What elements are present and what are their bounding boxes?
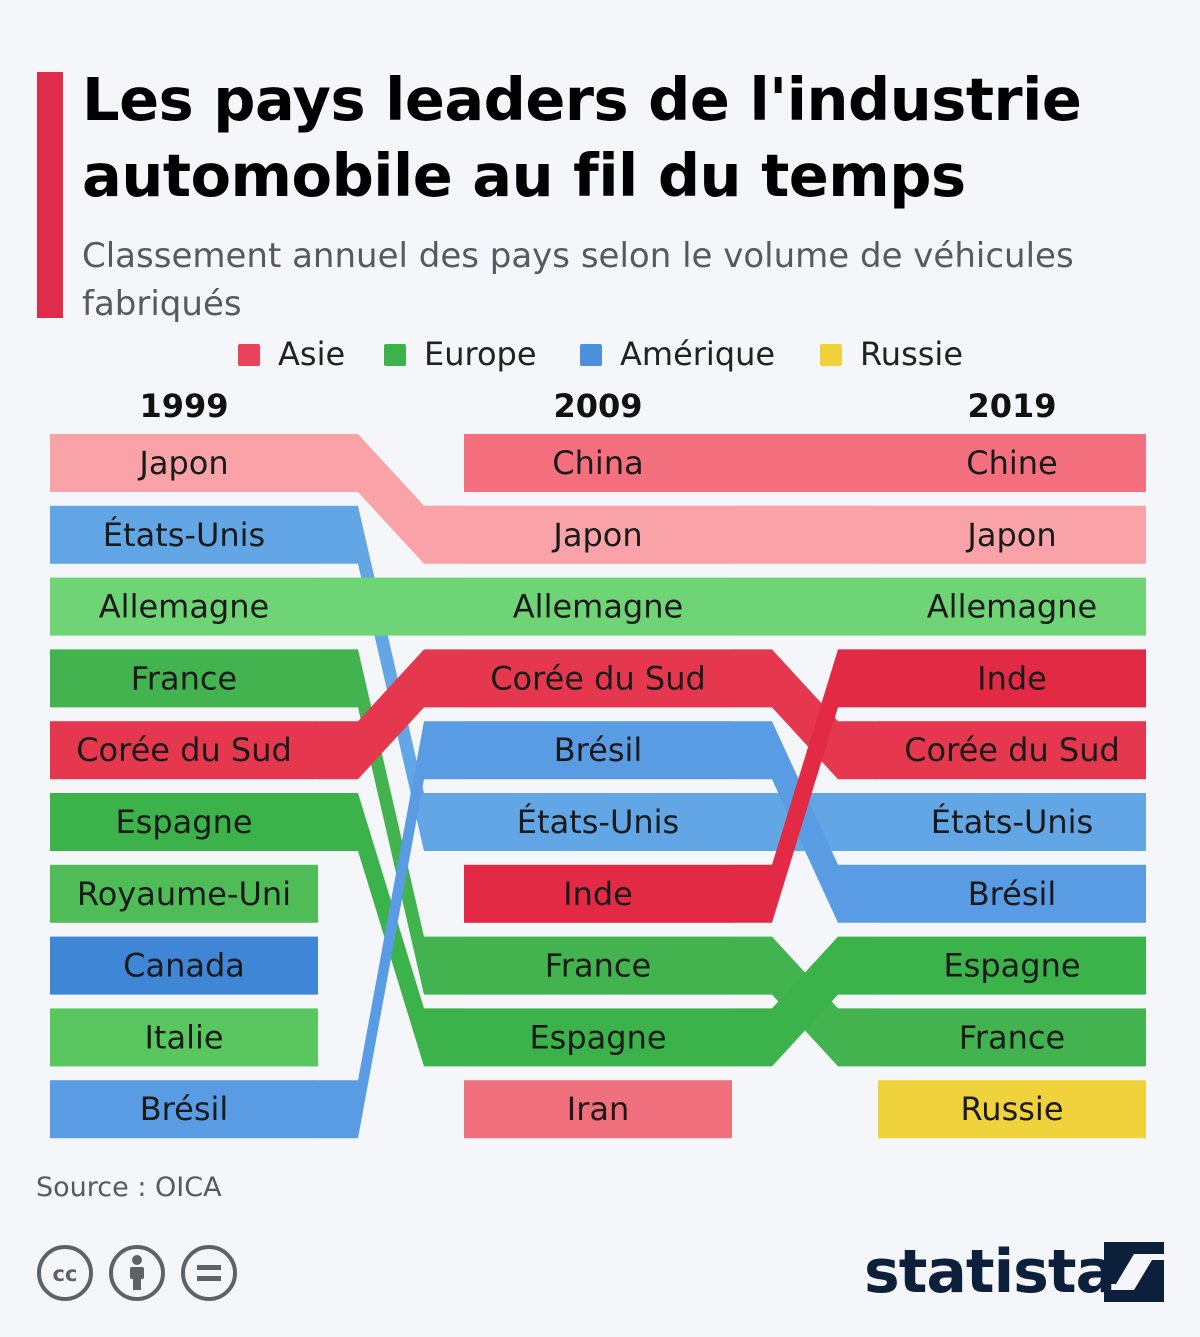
label-1999-italie: Italie: [144, 1018, 223, 1056]
bar-2009-iran: [464, 1080, 732, 1139]
flow-france-1999-2009: [318, 649, 464, 995]
bar-1999-italie: [50, 1008, 318, 1067]
chart-subtitle: Classement annuel des pays selon le volu…: [82, 236, 1074, 324]
bar-2019-chine: [878, 434, 1146, 492]
bar-1999-japon: [50, 434, 318, 492]
label-2009-etats-unis: États-Unis: [517, 803, 679, 841]
svg-text:cc: cc: [53, 1262, 78, 1286]
bar-2009-bresil: [464, 721, 732, 780]
bar-2009-espagne: [464, 1008, 732, 1067]
flow-espagne-2009-2019: [732, 936, 878, 1067]
bar-2009-allemagne: [464, 577, 732, 636]
legend-swatch-amerique: [580, 344, 602, 366]
bar-1999-coree-du-sud: [50, 721, 318, 780]
flow-etats-unis-1999-2009: [318, 505, 464, 851]
bar-1999-allemagne: [50, 577, 318, 636]
bar-2019-france: [878, 1008, 1146, 1067]
legend-swatch-russie: [820, 344, 842, 366]
bar-1999-royaume-uni: [50, 864, 318, 923]
label-2009-allemagne: Allemagne: [513, 588, 683, 626]
legend: Asie Europe Amérique Russie: [0, 334, 1200, 374]
legend-swatch-asie: [238, 344, 260, 366]
label-1999-canada: Canada: [123, 947, 245, 985]
label-2019-etats-unis: États-Unis: [931, 803, 1093, 841]
flow-chine-2009-2019: [732, 434, 878, 492]
bar-2019-inde: [878, 649, 1146, 708]
bar-2019-espagne: [878, 936, 1146, 995]
label-2019-chine: Chine: [966, 444, 1057, 482]
year-label-2019: 2019: [967, 387, 1057, 425]
bar-2019-etats-unis: [878, 793, 1146, 851]
no-derivatives-icon: [181, 1245, 237, 1301]
legend-label-europe: Europe: [424, 335, 537, 373]
label-1999-bresil: Brésil: [140, 1090, 229, 1128]
bar-2009-japon: [464, 505, 732, 564]
label-1999-etats-unis: États-Unis: [103, 516, 265, 554]
label-2009-espagne: Espagne: [529, 1018, 666, 1056]
bar-2009-china: [464, 434, 732, 492]
legend-swatch-europe: [384, 344, 406, 366]
label-2009-france: France: [545, 947, 651, 985]
bar-1999-espagne: [50, 793, 318, 851]
title-accent-bar: [37, 72, 63, 318]
bar-2009-france: [464, 936, 732, 995]
attribution-icon: [109, 1245, 165, 1301]
label-2019-inde: Inde: [977, 659, 1047, 697]
label-2009-inde: Inde: [563, 875, 633, 913]
label-2009-japon: Japon: [551, 516, 642, 554]
year-label-1999: 1999: [139, 387, 229, 425]
label-1999-espagne: Espagne: [115, 803, 252, 841]
bar-2019-japon: [878, 505, 1146, 564]
flow-coree-du-sud-1999-2009: [318, 649, 464, 780]
bar-2009-coree-du-sud: [464, 649, 732, 708]
statista-mark-icon: [1104, 1242, 1164, 1302]
bar-2009-inde: [464, 864, 732, 923]
flow-coree-du-sud-2009-2019: [732, 649, 878, 780]
flow-allemagne-2009-2019: [732, 577, 878, 636]
bar-2019-allemagne: [878, 577, 1146, 636]
label-2019-coree-du-sud: Corée du Sud: [904, 731, 1120, 769]
flow-allemagne-1999-2009: [318, 577, 464, 636]
label-2009-iran: Iran: [567, 1090, 629, 1128]
flow-japon-1999-2009: [318, 434, 464, 564]
year-label-2009: 2009: [553, 387, 643, 425]
flow-bresil-1999-2009: [318, 721, 464, 1139]
bar-2009-etats-unis: [464, 793, 732, 851]
label-1999-coree-du-sud: Corée du Sud: [76, 731, 292, 769]
label-2019-espagne: Espagne: [943, 947, 1080, 985]
label-2019-japon: Japon: [965, 516, 1056, 554]
brand-wordmark: statista: [864, 1237, 1116, 1307]
chart-title: Les pays leaders de l'industrie automobi…: [82, 65, 1082, 210]
label-1999-france: France: [131, 659, 237, 697]
flow-japon-2009-2019: [732, 505, 878, 564]
label-1999-allemagne: Allemagne: [99, 588, 269, 626]
legend-label-asie: Asie: [278, 335, 346, 373]
cc-icon: cc: [37, 1245, 93, 1301]
label-1999-japon: Japon: [137, 444, 228, 482]
label-1999-royaume-uni: Royaume-Uni: [77, 875, 291, 913]
label-2009-coree-du-sud: Corée du Sud: [490, 659, 706, 697]
flow-inde-2009-2019: [732, 649, 878, 923]
legend-label-amerique: Amérique: [620, 335, 776, 373]
bar-1999-france: [50, 649, 318, 708]
bar-1999-bresil: [50, 1080, 318, 1139]
source-note: Source : OICA: [36, 1172, 222, 1203]
label-2019-france: France: [959, 1018, 1065, 1056]
label-2009-china: China: [552, 444, 643, 482]
flow-bresil-2009-2019: [732, 721, 878, 923]
bar-2019-russie: [878, 1080, 1146, 1139]
label-2009-bresil: Brésil: [554, 731, 643, 769]
label-2019-russie: Russie: [961, 1090, 1064, 1128]
label-2019-allemagne: Allemagne: [927, 588, 1097, 626]
label-2019-bresil: Brésil: [968, 875, 1057, 913]
bar-1999-canada: [50, 936, 318, 995]
bar-2019-bresil: [878, 864, 1146, 923]
bar-2019-coree-du-sud: [878, 721, 1146, 780]
legend-label-russie: Russie: [860, 335, 963, 373]
bar-1999-etats-unis: [50, 505, 318, 564]
statista-logo: statista: [860, 1232, 1180, 1312]
